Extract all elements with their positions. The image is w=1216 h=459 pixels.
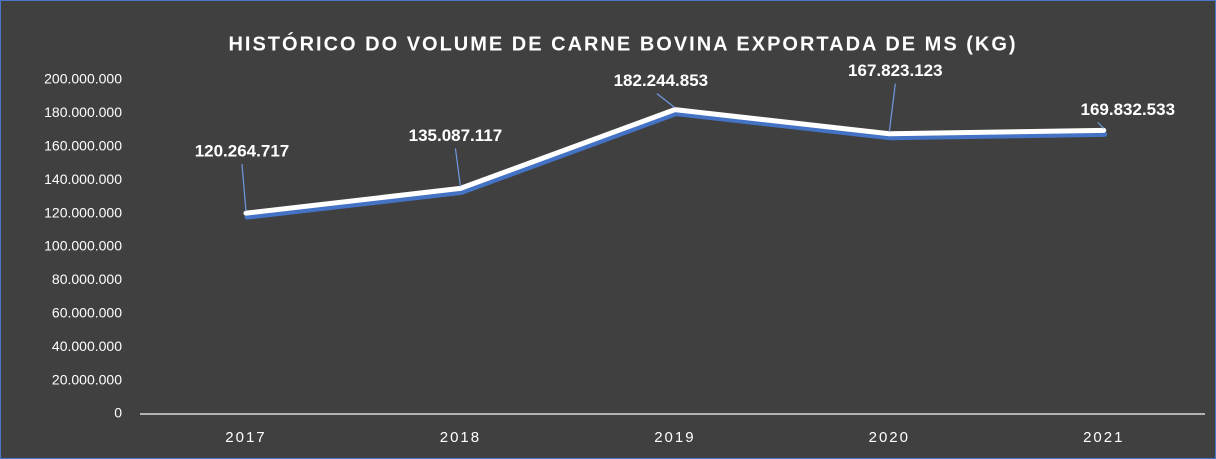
x-tick-label: 2018 <box>440 429 481 446</box>
line <box>243 107 1107 216</box>
y-tick-label: 160.000.000 <box>44 138 122 154</box>
data-label: 135.087.117 <box>409 126 503 145</box>
data-label: 169.832.533 <box>1081 100 1176 119</box>
x-tick-label: 2019 <box>654 429 695 446</box>
y-tick-label: 100.000.000 <box>44 238 122 254</box>
y-tick-label: 80.000.000 <box>52 271 122 287</box>
y-tick-label: 60.000.000 <box>52 305 122 321</box>
y-tick-label: 200.000.000 <box>44 71 122 87</box>
chart-title: HISTÓRICO DO VOLUME DE CARNE BOVINA EXPO… <box>228 31 1017 55</box>
y-tick-label: 40.000.000 <box>52 338 122 354</box>
y-tick-label: 120.000.000 <box>44 204 122 220</box>
y-tick-label: 180.000.000 <box>44 104 122 120</box>
x-tick-label: 2017 <box>225 429 266 446</box>
data-label: 120.264.717 <box>195 142 290 161</box>
y-tick-label: 0 <box>114 405 122 421</box>
leader-line <box>1097 121 1105 129</box>
data-label: 182.244.853 <box>614 71 709 90</box>
leader-line <box>454 148 462 187</box>
y-tick-label: 140.000.000 <box>44 171 122 187</box>
line-shadow <box>244 111 1108 220</box>
x-tick-label: 2020 <box>869 429 910 446</box>
y-tick-label: 20.000.000 <box>52 371 122 387</box>
x-tick-label: 2021 <box>1083 429 1124 446</box>
data-label: 167.823.123 <box>848 61 943 80</box>
leader-line <box>888 83 896 132</box>
leader-line <box>241 164 247 212</box>
leader-line <box>656 93 676 109</box>
